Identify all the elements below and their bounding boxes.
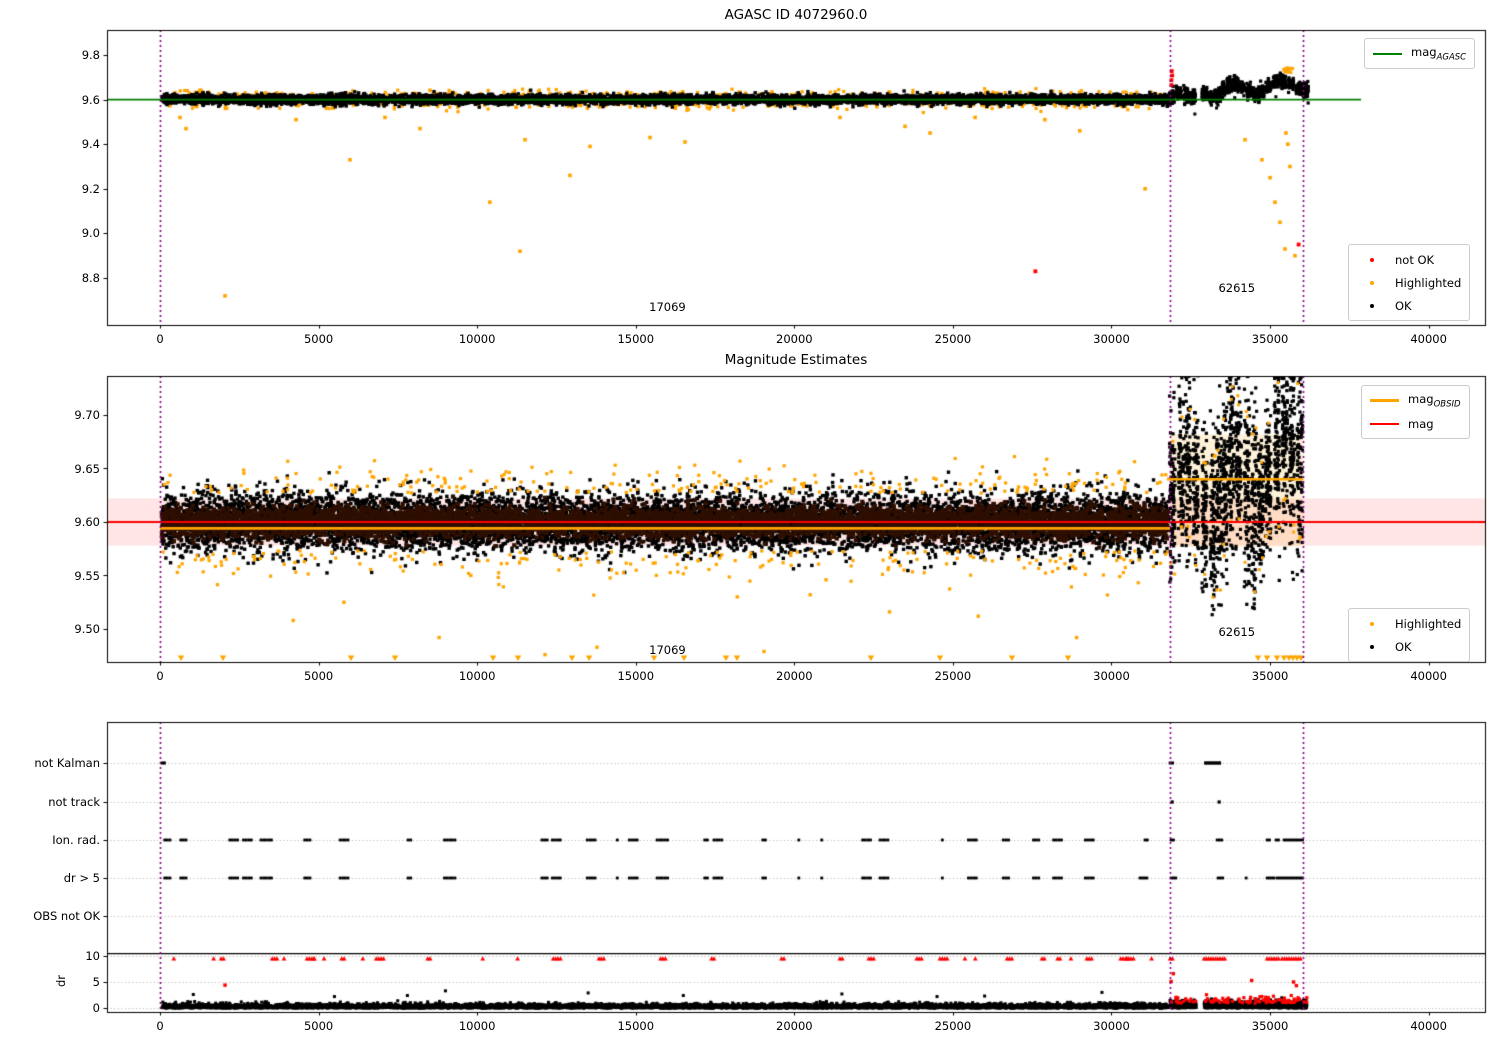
legend-marker-swatch [1357, 253, 1386, 267]
legend-row: Highlighted [1357, 612, 1461, 635]
x-tick-label: 10000 [458, 668, 496, 683]
x-tick-label: 25000 [934, 1018, 972, 1033]
y-tick-label: 9.50 [74, 622, 100, 636]
legend-label: Highlighted [1395, 275, 1462, 290]
legend-top-markers: not OK Highlighted OK [1348, 244, 1471, 321]
legend-mid-lines: magOBSID mag [1361, 385, 1470, 439]
y-tick-label: 9.6 [81, 92, 100, 107]
x-tick-label: 20000 [776, 331, 813, 346]
row-label: dr > 5 [63, 871, 100, 885]
x-tick-label: 15000 [617, 331, 655, 346]
y-tick-label: 9.4 [81, 137, 100, 152]
obsid-annotation: 62615 [1218, 625, 1256, 640]
x-tick-label: 10000 [458, 1018, 496, 1033]
x-tick-label: 40000 [1410, 331, 1447, 346]
obsid-annotation: 62615 [1218, 280, 1256, 295]
x-tick-label: 15000 [617, 668, 655, 683]
x-tick-label: 0 [156, 1018, 164, 1033]
y-tick-label: 8.8 [81, 271, 100, 285]
legend-row: magOBSID [1370, 389, 1461, 412]
legend-row: Highlighted [1357, 271, 1461, 294]
legend-row: magAGASC [1373, 42, 1466, 65]
legend-label: OK [1395, 639, 1412, 654]
legend-marker-swatch [1357, 617, 1386, 631]
legend-label: mag [1408, 416, 1434, 431]
legend-row: not OK [1357, 248, 1461, 271]
x-tick-label: 10000 [458, 331, 496, 346]
y-tick-label: 9.65 [74, 461, 100, 476]
legend-row: OK [1357, 635, 1461, 658]
legend-row: mag [1370, 412, 1461, 435]
x-tick-label: 0 [156, 331, 164, 346]
y-tick-label: 9.60 [74, 515, 100, 529]
x-tick-label: 15000 [617, 1018, 655, 1033]
legend-row: OK [1357, 294, 1461, 317]
dr-tick-label: 0 [92, 1001, 100, 1015]
x-tick-label: 5000 [303, 668, 334, 683]
legend-label: Highlighted [1395, 616, 1462, 631]
x-tick-label: 25000 [934, 668, 972, 683]
x-tick-label: 30000 [1093, 668, 1130, 683]
y-tick-label: 9.0 [81, 226, 100, 241]
legend-label: magOBSID [1408, 391, 1461, 410]
x-tick-label: 25000 [934, 331, 972, 346]
row-label: not track [48, 795, 100, 809]
legend-label: magAGASC [1411, 44, 1467, 63]
y-tick-label: 9.8 [81, 48, 100, 62]
legend-marker-swatch [1357, 276, 1386, 290]
x-tick-label: 20000 [776, 668, 813, 683]
legend-label: OK [1395, 298, 1412, 313]
legend-marker-swatch [1357, 640, 1386, 654]
x-tick-label: 35000 [1251, 668, 1289, 683]
legend-line-swatch [1373, 52, 1402, 55]
x-tick-label: 40000 [1410, 668, 1447, 683]
x-tick-label: 35000 [1251, 1018, 1289, 1033]
legend-mag-agasc: magAGASC [1364, 38, 1476, 69]
y-tick-label: 9.2 [81, 181, 100, 196]
dr-axis-label: dr [54, 974, 69, 988]
row-label: Ion. rad. [52, 833, 100, 847]
legend-line-swatch [1370, 399, 1399, 402]
row-label: not Kalman [34, 756, 100, 770]
top-plot-title: AGASC ID 4072960.0 [724, 7, 868, 23]
legend-label: not OK [1395, 252, 1435, 267]
obsid-annotation: 17069 [649, 299, 686, 314]
x-tick-label: 20000 [776, 1018, 813, 1033]
y-tick-label: 9.70 [74, 408, 100, 422]
legend-line-swatch [1370, 422, 1399, 425]
dr-tick-label: 5 [92, 975, 100, 989]
x-tick-label: 35000 [1251, 331, 1289, 346]
obsid-annotation: 17069 [649, 643, 686, 658]
legend-marker-swatch [1357, 299, 1386, 313]
y-tick-label: 9.55 [74, 568, 100, 583]
x-tick-label: 5000 [303, 1018, 334, 1033]
x-tick-label: 40000 [1410, 1018, 1447, 1033]
middle-plot-title: Magnitude Estimates [724, 352, 868, 368]
dr-tick-label: 10 [85, 949, 100, 963]
x-tick-label: 30000 [1093, 1018, 1130, 1033]
x-tick-label: 0 [156, 668, 164, 683]
x-tick-label: 5000 [303, 331, 334, 346]
x-tick-label: 30000 [1093, 331, 1130, 346]
row-label: OBS not OK [33, 909, 100, 923]
legend-mid-markers: Highlighted OK [1348, 608, 1471, 662]
